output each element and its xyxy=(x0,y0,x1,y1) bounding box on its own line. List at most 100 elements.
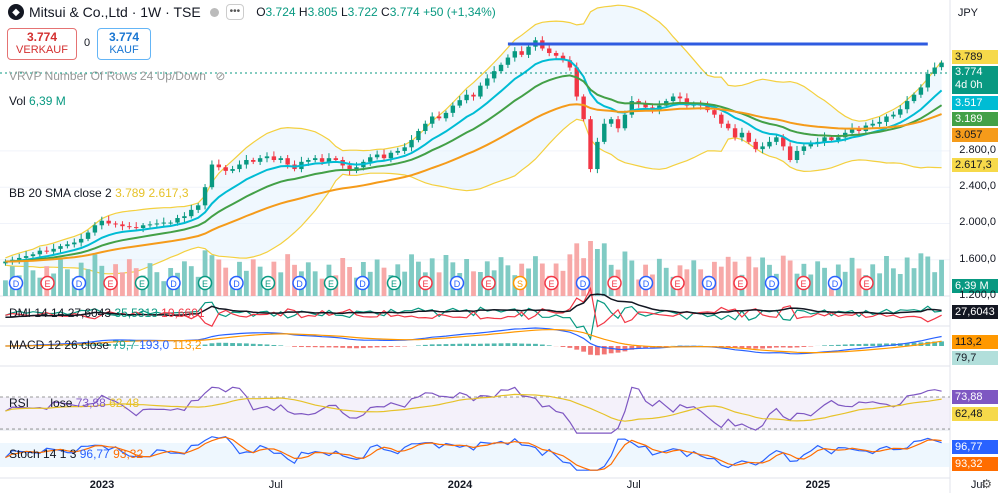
candle-body xyxy=(450,105,456,113)
dmi-minus-value: 10,6601 xyxy=(161,306,205,320)
candle-body xyxy=(746,132,752,142)
macd-histogram-bar xyxy=(732,346,738,348)
candle-body xyxy=(381,154,387,159)
event-marker-label: E xyxy=(328,279,334,289)
quantity-value[interactable]: 0 xyxy=(84,37,91,49)
candle-body xyxy=(567,60,573,68)
volume-bar xyxy=(663,267,669,296)
open-value: 3.724 xyxy=(265,5,296,19)
volume-bar xyxy=(223,267,229,296)
y-tick-label: 2.400,0 xyxy=(959,180,996,193)
macd-histogram-bar xyxy=(842,344,848,346)
macd-histogram-bar xyxy=(608,346,614,354)
macd-histogram-bar xyxy=(333,346,339,348)
x-tick-label: Jul xyxy=(970,479,985,491)
macd-legend[interactable]: MACD 12 26 close 79,7 193,0 113,2 xyxy=(9,338,202,352)
event-marker-label: D xyxy=(454,279,461,289)
close-value: 3.774 xyxy=(389,5,420,19)
volume-bar xyxy=(23,261,29,296)
stoch-legend[interactable]: Stoch 14 1 3 96,77 93,32 xyxy=(9,447,143,461)
candlesticks[interactable] xyxy=(3,36,944,266)
macd-histogram-bar xyxy=(106,343,112,346)
macd-histogram-bar xyxy=(581,346,587,352)
macd-histogram-bar xyxy=(326,346,332,348)
candle-body xyxy=(471,94,476,97)
rsi-ma-value: 62,48 xyxy=(109,396,140,410)
rsi-ma-line xyxy=(5,393,942,422)
macd-histogram-bar xyxy=(278,345,284,346)
volume-bar xyxy=(780,255,786,296)
volume-bar xyxy=(815,261,821,296)
macd-histogram-bar xyxy=(457,343,463,346)
macd-histogram-bar xyxy=(381,346,387,348)
currency-label[interactable]: JPY xyxy=(957,7,978,19)
macd-histogram-bar xyxy=(533,343,538,346)
macd-histogram-bar xyxy=(512,343,518,346)
volume-bar xyxy=(932,272,938,296)
candle-body xyxy=(395,150,400,153)
macd-histogram-bar xyxy=(794,346,800,348)
volume-bar xyxy=(409,254,414,296)
event-marker-label: E xyxy=(139,279,145,289)
vrvp-legend[interactable]: VRVP Number Of Rows 24 Up/Down ⊘ xyxy=(9,69,225,83)
macd-histogram-bar xyxy=(567,346,573,348)
change-value: +50 (+1,34%) xyxy=(423,5,496,19)
low-label: L xyxy=(340,5,348,19)
candle-body xyxy=(478,85,483,97)
event-marker-label: E xyxy=(391,279,397,289)
volume-bar xyxy=(312,271,318,296)
bb-label: BB 20 SMA close 2 xyxy=(9,186,112,200)
sell-button[interactable]: 3.774 VERKAUF xyxy=(7,28,77,60)
event-marker-label: D xyxy=(233,279,240,289)
event-marker-label: D xyxy=(170,279,177,289)
rsi-legend[interactable]: RSI lose 73,88 62,48 xyxy=(9,396,139,410)
volume-bar xyxy=(92,254,98,296)
volume-bar xyxy=(416,261,421,296)
candle-body xyxy=(547,48,552,54)
more-options-icon[interactable]: ••• xyxy=(225,4,245,20)
volume-bar xyxy=(243,270,249,296)
volume-bar xyxy=(842,271,848,296)
event-marker-label: E xyxy=(863,279,869,289)
macd-histogram-bar xyxy=(498,343,504,346)
candle-body xyxy=(794,150,800,160)
event-marker-label: E xyxy=(611,279,617,289)
candle-body xyxy=(264,156,270,159)
candle-body xyxy=(223,167,228,171)
ema-mid-line xyxy=(5,74,943,263)
macd-histogram-bar xyxy=(319,346,325,348)
volume-bar xyxy=(347,267,353,296)
volume-bar xyxy=(120,272,125,296)
event-marker-label: E xyxy=(202,279,208,289)
volume-bar xyxy=(471,271,476,296)
bb-legend[interactable]: BB 20 SMA close 2 3.789 2.617,3 xyxy=(9,186,189,200)
volume-legend[interactable]: Vol 6,39 M xyxy=(9,94,66,108)
macd-histogram-bar xyxy=(436,344,442,346)
x-tick-label: 2023 xyxy=(89,479,115,491)
macd-histogram-bar xyxy=(292,346,297,347)
volume-bar xyxy=(257,266,263,296)
event-marker-E xyxy=(103,275,118,291)
event-marker-D xyxy=(827,275,843,291)
macd-histogram-bar xyxy=(477,343,483,346)
settings-icon[interactable]: ⚙ xyxy=(981,477,992,491)
eye-off-icon[interactable]: ⊘ xyxy=(215,69,226,83)
volume-bar xyxy=(622,251,628,296)
high-label: H xyxy=(298,5,308,19)
macd-histogram-bar xyxy=(71,344,77,346)
event-marker-D xyxy=(638,275,654,291)
macd-histogram-bar xyxy=(870,343,876,346)
candle-body xyxy=(202,187,208,206)
macd-histogram-bar xyxy=(312,346,318,348)
event-marker-label: D xyxy=(832,279,839,289)
candle-body xyxy=(140,225,146,228)
dmi-legend[interactable]: DMI 14 14 27,6043 35,5313 10,6601 xyxy=(9,306,205,320)
candle-body xyxy=(464,94,469,101)
symbol-title[interactable]: Mitsui & Co.,Ltd · 1W · TSE xyxy=(29,4,201,20)
close-label: C xyxy=(381,5,390,19)
event-marker-E xyxy=(607,275,622,291)
macd-histogram-bar xyxy=(594,346,600,356)
buy-button[interactable]: 3.774 KAUF xyxy=(97,28,151,60)
